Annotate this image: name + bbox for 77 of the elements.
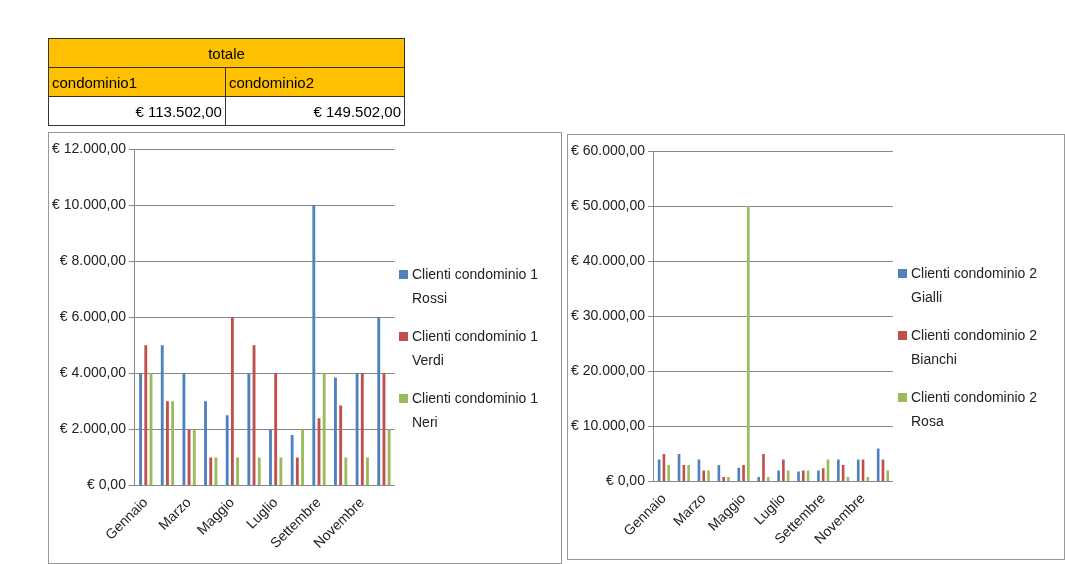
bar [387,429,391,485]
legend-label: Clienti condominio 2 Gialli [911,264,1039,307]
bar [801,470,805,481]
bar [295,457,299,485]
bar [225,415,229,485]
bar [269,429,272,485]
legend-label: Clienti condominio 2 Rosa [911,388,1039,431]
y-tick-label: € 20.000,00 [570,362,646,379]
bar [322,373,326,485]
bar [247,373,251,485]
category-label: condominio1 [48,67,226,97]
bar [182,373,186,485]
bar [757,477,761,481]
bar [230,317,234,485]
y-tick-label: € 4.000,00 [59,364,127,381]
bar [171,401,175,485]
bar [312,205,316,485]
bar [279,457,283,485]
bar [144,345,148,485]
bar [777,470,780,481]
bar [204,401,207,485]
y-tick-label: € 10.000,00 [51,195,127,212]
bar [722,477,725,481]
bar [160,345,164,485]
y-tick-label: € 0,00 [606,472,646,489]
bar [192,429,196,485]
bar [301,429,304,485]
bar [702,470,706,481]
text: totale [48,38,405,68]
y-tick-label: € 8.000,00 [59,252,127,269]
bar [360,373,364,485]
bar [334,377,337,485]
bar [139,373,143,485]
y-tick-label: € 60.000,00 [570,141,646,158]
bar [687,464,690,481]
bar [377,317,381,485]
y-tick-label: € 50.000,00 [570,196,646,213]
bar [344,457,348,485]
y-tick-label: € 10.000,00 [570,417,646,434]
legend-label: Clienti condominio 1 Neri [412,389,540,432]
bar [742,464,745,481]
y-tick-label: € 30.000,00 [570,307,646,324]
bar [366,457,369,485]
bar [782,459,785,481]
bar [886,470,890,481]
legend-label: Clienti condominio 1 Rossi [412,265,540,308]
bar [797,471,800,481]
bar [339,405,343,485]
category-label: condominio2 [225,67,405,97]
bar [821,468,825,481]
bar [837,459,840,481]
bar [290,434,294,485]
bar [747,206,750,481]
y-tick-label: € 2.000,00 [59,420,127,437]
bar [355,373,359,485]
bar [257,457,261,485]
legend-label: Clienti condominio 2 Bianchi [911,326,1039,369]
y-tick-label: € 6.000,00 [59,308,127,325]
bar [766,477,770,481]
text: € 113.502,00 [135,102,222,120]
text: € 149.502,00 [313,102,401,120]
y-tick-label: € 12.000,00 [51,139,127,156]
bar [737,467,741,481]
bar [236,457,240,485]
bar [209,457,213,485]
bar [667,464,671,481]
bar [274,373,278,485]
bar [817,470,820,481]
bar [707,470,710,481]
bar [762,453,765,481]
y-tick-label: € 0,00 [87,476,127,493]
bar [187,429,191,485]
bar [856,459,860,481]
y-tick-label: € 40.000,00 [570,252,646,269]
bar [166,401,169,485]
legend-label: Clienti condominio 1 Verdi [412,327,540,370]
bar [727,477,730,481]
